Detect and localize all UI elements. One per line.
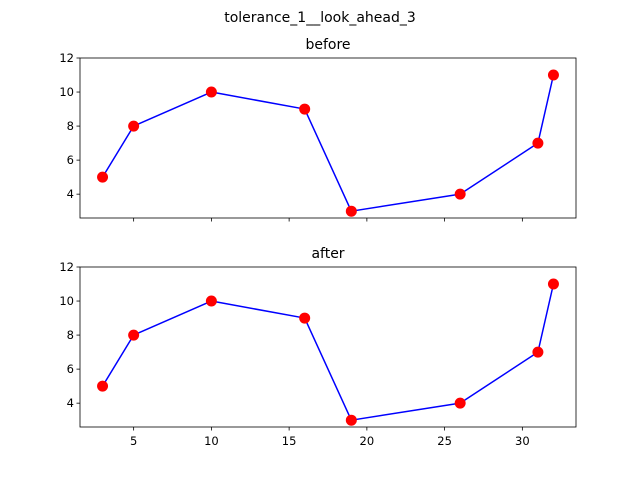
data-point <box>547 278 559 290</box>
series-line <box>101 74 555 212</box>
data-point <box>97 171 109 183</box>
x-tick-label: 25 <box>437 434 452 448</box>
x-tick-label: 10 <box>204 434 219 448</box>
data-point <box>205 295 217 307</box>
y-tick-label: 12 <box>59 51 74 65</box>
subplot-title: before <box>305 37 350 53</box>
data-point <box>97 380 109 392</box>
subplot-title: after <box>311 246 344 262</box>
series-line <box>101 283 555 421</box>
y-tick-label: 4 <box>67 396 74 410</box>
data-point <box>299 103 311 115</box>
data-point <box>299 312 311 324</box>
data-point <box>345 414 357 426</box>
subplot-before: before 4 6 8 10 12 <box>59 37 577 222</box>
figure-suptitle: tolerance_1__look_ahead_3 <box>224 10 416 26</box>
y-tick-label: 10 <box>59 85 74 99</box>
x-tick-label: 30 <box>515 434 530 448</box>
data-point <box>454 188 466 200</box>
x-tick-label: 20 <box>360 434 375 448</box>
y-tick-label: 4 <box>67 187 74 201</box>
x-tick-label: 15 <box>282 434 297 448</box>
y-tick-label: 10 <box>59 294 74 308</box>
y-tick-label: 6 <box>67 362 74 376</box>
data-point <box>345 205 357 217</box>
data-point <box>128 329 140 341</box>
y-tick-label: 6 <box>67 153 74 167</box>
data-point <box>547 69 559 81</box>
data-point <box>532 137 544 149</box>
data-point <box>205 86 217 98</box>
y-tick-label: 8 <box>67 328 74 342</box>
y-tick-label: 12 <box>59 260 74 274</box>
data-point <box>532 346 544 358</box>
axes-frame <box>79 266 577 428</box>
axes-frame <box>79 57 577 219</box>
data-point <box>454 397 466 409</box>
y-tick-label: 8 <box>67 119 74 133</box>
x-tick-label: 5 <box>130 434 137 448</box>
data-point <box>128 120 140 132</box>
subplot-after: after 4 6 8 10 12 5 10 15 20 25 30 <box>59 246 577 448</box>
